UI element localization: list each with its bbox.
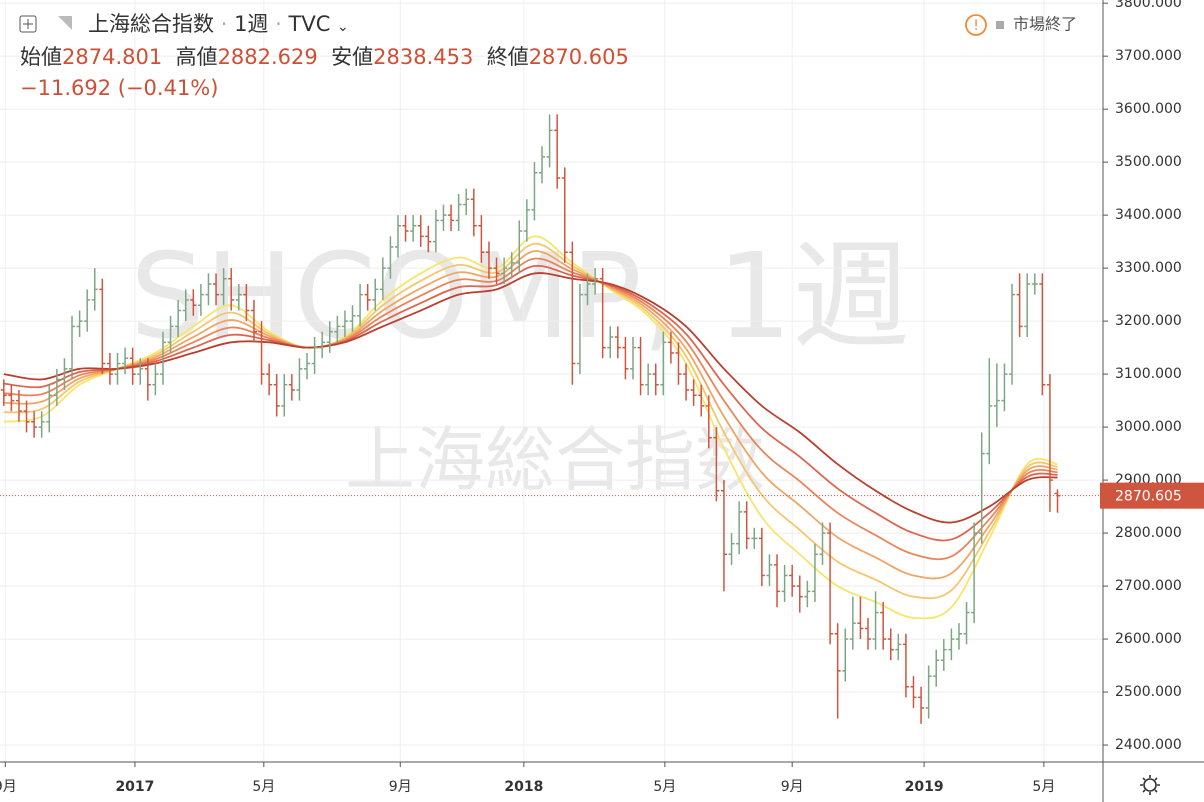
moving-average xyxy=(3,264,1058,542)
watermark-subtitle: 上海総合指数 xyxy=(345,419,765,501)
y-tick-label: 3500.000 xyxy=(1115,154,1182,170)
y-tick-label: 3700.000 xyxy=(1115,48,1182,64)
moving-average xyxy=(3,257,1058,561)
moving-averages xyxy=(3,235,1058,620)
y-tick-label: 3400.000 xyxy=(1115,207,1182,223)
change: −11.692 xyxy=(20,76,112,100)
y-tick-label: 3800.000 xyxy=(1115,0,1182,11)
x-tick-label: 5月 xyxy=(1032,779,1055,795)
svg-text:!: ! xyxy=(973,18,979,34)
symbol-title: 上海総合指数 xyxy=(88,12,214,36)
last-price-label: 2870.605 xyxy=(1115,489,1182,505)
x-tick-label: 5月 xyxy=(653,779,676,795)
change-row: −11.692 (−0.41%) xyxy=(20,72,218,104)
settings-icon[interactable] xyxy=(1140,775,1160,795)
moving-average xyxy=(3,242,1058,600)
low-label: 安値 xyxy=(331,45,374,69)
x-tick-label: 2017 xyxy=(115,779,154,795)
ohlc-row: 始値2874.801 高値2882.629 安値2838.453 終値2870.… xyxy=(20,41,629,73)
low-value: 2838.453 xyxy=(373,45,474,69)
x-tick-label: 2018 xyxy=(504,779,543,795)
last-price-box xyxy=(1100,482,1204,509)
y-tick-label: 2700.000 xyxy=(1115,578,1182,594)
close-label: 終値 xyxy=(486,45,529,69)
high-label: 高値 xyxy=(175,45,218,69)
y-tick-label: 3100.000 xyxy=(1115,366,1182,382)
exchange: TVC xyxy=(288,12,331,36)
header-icons: ! xyxy=(19,14,1004,36)
open-label: 始値 xyxy=(20,45,62,69)
change-percent: (−0.41%) xyxy=(117,76,219,100)
y-tick-label: 2600.000 xyxy=(1115,631,1182,647)
x-tick-label: 9月 xyxy=(0,779,17,795)
x-tick-label: 2019 xyxy=(905,779,944,795)
close-value: 2870.605 xyxy=(528,45,629,69)
y-tick-label: 3600.000 xyxy=(1115,101,1182,117)
moving-average xyxy=(3,235,1058,620)
y-tick-label: 3300.000 xyxy=(1115,260,1182,276)
y-tick-label: 2400.000 xyxy=(1115,737,1182,753)
interval: 1週 xyxy=(234,12,269,36)
y-tick-label: 2800.000 xyxy=(1115,525,1182,541)
x-tick-label: 5月 xyxy=(252,779,275,795)
y-tick-label: 3200.000 xyxy=(1115,313,1182,329)
market-status: 市場終了 xyxy=(1013,15,1077,34)
bars xyxy=(0,114,1061,724)
x-tick-label: 9月 xyxy=(389,779,412,795)
open-value: 2874.801 xyxy=(62,45,163,69)
y-tick-label: 3000.000 xyxy=(1115,419,1182,435)
symbol-row: 上海総合指数 · 1週 · TVC ⌄ xyxy=(88,12,349,36)
y-tick-label: 2500.000 xyxy=(1115,684,1182,700)
high-value: 2882.629 xyxy=(217,45,318,69)
grid xyxy=(0,0,1103,762)
moving-average xyxy=(3,272,1058,524)
x-tick-label: 9月 xyxy=(781,779,804,795)
moving-average xyxy=(3,250,1058,580)
